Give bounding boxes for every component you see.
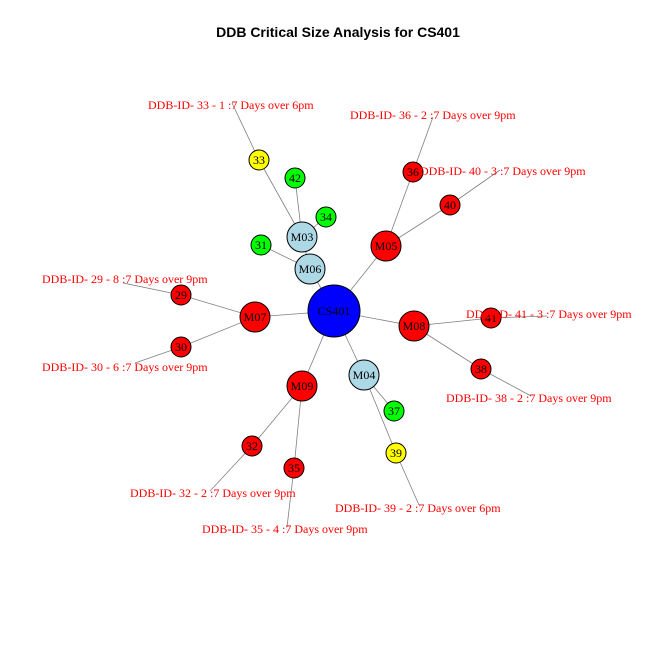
node-label-34: 34: [320, 210, 332, 224]
annotation-label-40: DDB-ID- 40 - 3 :7 Days over 9pm: [420, 164, 586, 178]
node-circle-36[interactable]: [402, 161, 424, 183]
node-circle-35[interactable]: [283, 457, 305, 479]
node-circle-42[interactable]: [284, 167, 306, 189]
node-circle-M09[interactable]: [286, 370, 318, 402]
node-circle-37[interactable]: [383, 400, 405, 422]
node-label-M08: M08: [403, 319, 426, 333]
node-M07[interactable]: M07: [239, 301, 271, 333]
node-label-M05: M05: [375, 239, 398, 253]
node-circle-41[interactable]: [480, 307, 502, 329]
node-label-30: 30: [175, 340, 187, 354]
annotation-label-38: DDB-ID- 38 - 2 :7 Days over 9pm: [446, 391, 612, 405]
node-label-32: 32: [246, 439, 258, 453]
node-circle-M04[interactable]: [348, 359, 380, 391]
node-circle-32[interactable]: [241, 435, 263, 457]
annotation-label-36: DDB-ID- 36 - 2 :7 Days over 9pm: [350, 108, 516, 122]
node-circle-34[interactable]: [315, 206, 337, 228]
node-label-M09: M09: [291, 379, 314, 393]
node-M09[interactable]: M09: [286, 370, 318, 402]
node-M08[interactable]: M08: [398, 310, 430, 342]
node-32[interactable]: 32: [241, 435, 263, 457]
annotation-label-39: DDB-ID- 39 - 2 :7 Days over 6pm: [335, 501, 501, 515]
node-circle-29[interactable]: [170, 284, 192, 306]
node-M03[interactable]: M03: [286, 221, 318, 253]
node-label-37: 37: [388, 404, 400, 418]
annotation-label-33: DDB-ID- 33 - 1 :7 Days over 6pm: [148, 98, 314, 112]
node-circle-31[interactable]: [250, 234, 272, 256]
annotation-label-35: DDB-ID- 35 - 4 :7 Days over 9pm: [202, 522, 368, 536]
node-label-M04: M04: [353, 368, 376, 382]
annotation-label-32: DDB-ID- 32 - 2 :7 Days over 9pm: [130, 486, 296, 500]
diagram-title: DDB Critical Size Analysis for CS401: [216, 24, 460, 40]
node-41[interactable]: 41: [480, 307, 502, 329]
node-36[interactable]: 36: [402, 161, 424, 183]
node-circle-38[interactable]: [470, 358, 492, 380]
node-circle-30[interactable]: [170, 336, 192, 358]
node-38[interactable]: 38: [470, 358, 492, 380]
annotation-label-29: DDB-ID- 29 - 8 :7 Days over 9pm: [42, 272, 208, 286]
node-label-CS401: CS401: [318, 304, 351, 318]
node-label-M06: M06: [299, 262, 322, 276]
node-33[interactable]: 33: [248, 149, 270, 171]
node-label-36: 36: [407, 165, 419, 179]
annotation-label-41: DDB-ID- 41 - 3 :7 Days over 9pm: [466, 307, 632, 321]
node-label-35: 35: [288, 461, 300, 475]
node-circle-40[interactable]: [439, 194, 461, 216]
node-35[interactable]: 35: [283, 457, 305, 479]
nodes-layer: CS401 M03 M06 M05 M07 M08 M09 M04 33 42 34 31 36 40 29…: [170, 149, 502, 479]
annotation-label-30: DDB-ID- 30 - 6 :7 Days over 9pm: [42, 360, 208, 374]
node-circle-M06[interactable]: [294, 253, 326, 285]
node-M05[interactable]: M05: [370, 230, 402, 262]
node-circle-M03[interactable]: [286, 221, 318, 253]
node-label-38: 38: [475, 362, 487, 376]
node-M06[interactable]: M06: [294, 253, 326, 285]
node-label-M07: M07: [244, 310, 267, 324]
node-label-40: 40: [444, 198, 456, 212]
node-40[interactable]: 40: [439, 194, 461, 216]
node-31[interactable]: 31: [250, 234, 272, 256]
node-39[interactable]: 39: [385, 442, 407, 464]
node-CS401[interactable]: CS401: [307, 284, 361, 338]
node-label-42: 42: [289, 171, 301, 185]
node-label-39: 39: [390, 446, 402, 460]
node-label-41: 41: [485, 311, 497, 325]
node-circle-CS401[interactable]: [307, 284, 361, 338]
node-M04[interactable]: M04: [348, 359, 380, 391]
annotations-layer: DDB-ID- 33 - 1 :7 Days over 6pm DDB-ID- 3…: [42, 98, 632, 536]
node-30[interactable]: 30: [170, 336, 192, 358]
node-circle-M05[interactable]: [370, 230, 402, 262]
node-29[interactable]: 29: [170, 284, 192, 306]
node-37[interactable]: 37: [383, 400, 405, 422]
node-label-33: 33: [253, 153, 265, 167]
annotation-leader-33: [231, 102, 260, 161]
node-label-29: 29: [175, 288, 187, 302]
node-circle-M07[interactable]: [239, 301, 271, 333]
node-circle-33[interactable]: [248, 149, 270, 171]
node-label-31: 31: [255, 238, 267, 252]
node-42[interactable]: 42: [284, 167, 306, 189]
node-circle-M08[interactable]: [398, 310, 430, 342]
node-circle-39[interactable]: [385, 442, 407, 464]
node-label-M03: M03: [291, 230, 314, 244]
node-34[interactable]: 34: [315, 206, 337, 228]
